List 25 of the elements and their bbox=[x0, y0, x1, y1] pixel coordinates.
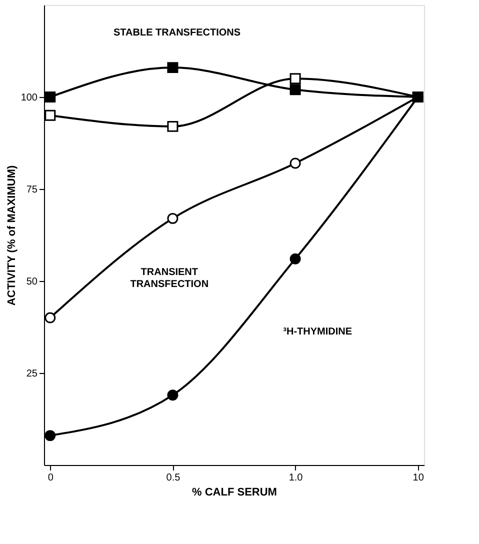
x-axis-title: % CALF SERUM bbox=[192, 486, 277, 498]
y-tick-label: 75 bbox=[26, 184, 38, 196]
point bbox=[290, 253, 301, 264]
point bbox=[290, 158, 301, 169]
annotation: ³H-THYMIDINE bbox=[283, 326, 352, 338]
y-tick-label: 50 bbox=[26, 276, 38, 288]
x-tick-label: 0.5 bbox=[166, 472, 181, 484]
annotation: STABLE TRANSFECTIONS bbox=[113, 28, 241, 39]
point bbox=[44, 312, 56, 324]
point bbox=[167, 390, 178, 401]
point bbox=[167, 120, 178, 132]
point bbox=[167, 212, 178, 224]
x-tick-label: 10 bbox=[412, 472, 424, 484]
x-tick-label: 0 bbox=[48, 472, 54, 484]
y-tick-label: 25 bbox=[26, 368, 38, 380]
y-axis-title: ACTIVITY (% of MAXIMUM) bbox=[6, 164, 18, 306]
annotation: TRANSIENT TRANSFECTION bbox=[130, 266, 209, 290]
point bbox=[44, 430, 56, 442]
point bbox=[290, 73, 301, 84]
point bbox=[44, 110, 56, 121]
point bbox=[44, 92, 56, 102]
x-tick-label: 1.0 bbox=[288, 472, 304, 484]
y-tick-label: 100 bbox=[20, 92, 38, 104]
point bbox=[167, 62, 178, 74]
point bbox=[290, 84, 301, 96]
